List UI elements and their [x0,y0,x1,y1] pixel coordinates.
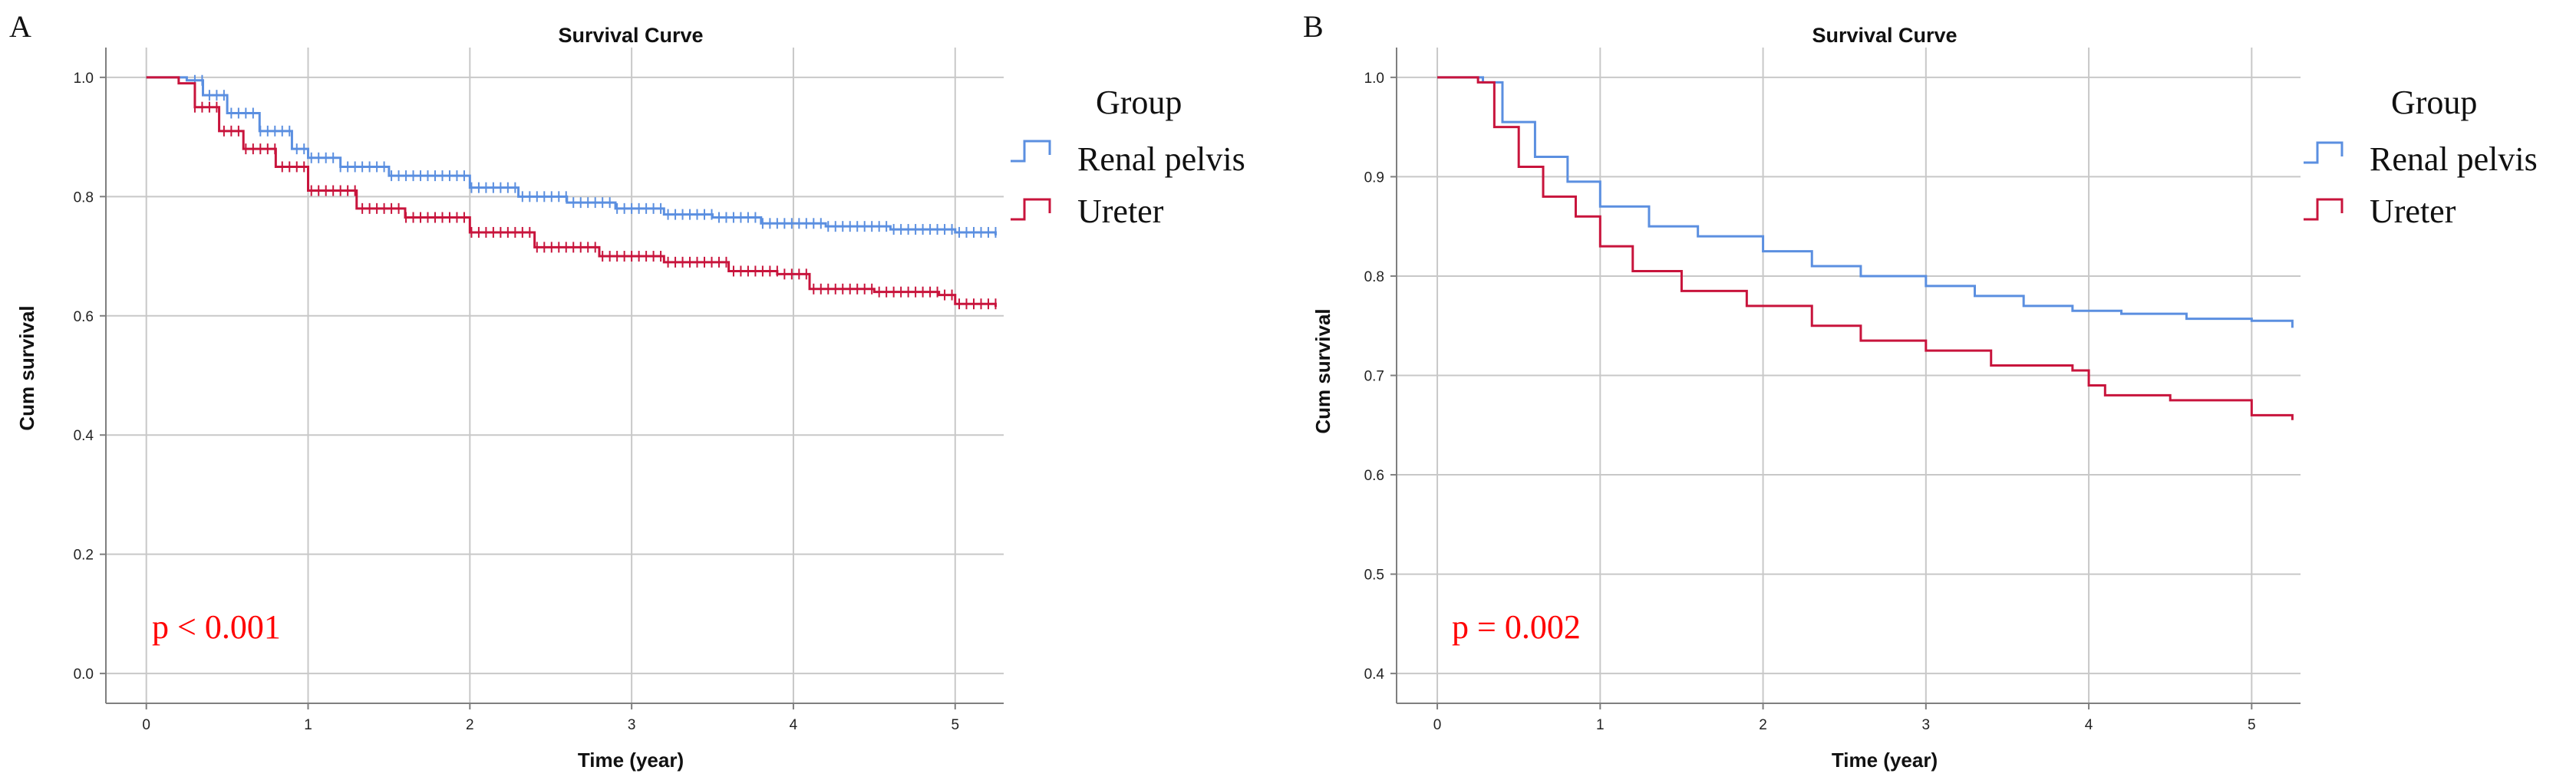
y-tick-label-b-3: 0.7 [1364,369,1384,385]
y-tick-label-b-4: 0.8 [1364,269,1384,285]
x-tick-label-b-4: 4 [2085,717,2093,733]
y-tick-label-a-3: 0.6 [74,309,94,325]
x-tick-label-a-1: 1 [304,717,312,733]
x-tick-label-a-4: 4 [790,717,798,733]
x-tick-label-b-3: 3 [1922,717,1931,733]
x-tick-label-a-0: 0 [142,717,150,733]
x-tick-label-b-1: 1 [1596,717,1605,733]
plot-area-a: 0 1 2 3 4 5 0.0 0.2 0.4 0.6 0.8 1.0 [74,48,1004,733]
y-tick-label-b-0: 0.4 [1364,666,1385,683]
legend-key-ureter-a [1011,198,1051,221]
p-value-a: p < 0.001 [152,608,281,646]
censor-marks-ureter-a [193,101,997,310]
censor-marks-renal-pelvis-a [193,74,997,238]
y-axis-title-a: Cum survival [15,305,38,430]
y-tick-label-b-1: 0.5 [1364,568,1384,584]
y-tick-label-b-6: 1.0 [1364,71,1384,87]
panel-letter-b: B [1303,9,1324,44]
series-line-ureter-b [1437,76,2294,420]
p-value-b: p = 0.002 [1452,608,1581,646]
y-axis-title-b: Cum survival [1311,308,1334,433]
plot-background-a [106,48,1004,703]
x-tick-label-a-2: 2 [466,717,474,733]
legend-title-b: Group [2391,84,2477,121]
legend-a: Group Renal pelvis Ureter [1011,84,1245,230]
chart-title-b: Survival Curve [1812,24,1957,47]
legend-label-ureter-a: Ureter [1077,193,1164,230]
legend-key-renal-pelvis-a [1011,140,1051,163]
legend-key-ureter-b [2304,198,2343,221]
legend-b: Group Renal pelvis Ureter [2304,84,2538,230]
x-tick-label-b-0: 0 [1433,717,1442,733]
y-tick-label-a-5: 1.0 [74,71,94,87]
x-tick-label-b-2: 2 [1759,717,1767,733]
x-axis-title-b: Time (year) [1832,749,1938,772]
legend-label-renal-pelvis-b: Renal pelvis [2370,140,2538,178]
legend-label-ureter-b: Ureter [2370,193,2456,230]
y-tick-label-a-0: 0.0 [74,666,94,683]
y-tick-label-b-5: 0.9 [1364,169,1384,186]
y-tick-label-a-1: 0.2 [74,548,94,564]
y-tick-label-a-4: 0.8 [74,189,94,206]
x-tick-label-a-5: 5 [951,717,959,733]
plot-area-b: 0 1 2 3 4 5 0.4 0.5 0.6 0.7 0.8 0.9 1.0 [1364,48,2301,733]
chart-title-a: Survival Curve [558,24,703,47]
panel-b: B Survival Curve 0 1 2 3 4 5 0.4 0.5 0.6 0.7 0.8 0.… [1303,9,2538,772]
panel-letter-a: A [9,9,31,44]
series-line-ureter-a [146,76,997,308]
x-tick-label-b-5: 5 [2248,717,2256,733]
x-tick-label-a-3: 3 [628,717,636,733]
y-tick-label-a-2: 0.4 [74,428,94,444]
series-line-renal-pelvis-b [1437,76,2294,328]
legend-key-renal-pelvis-b [2304,141,2343,164]
legend-label-renal-pelvis-a: Renal pelvis [1077,140,1245,178]
legend-title-a: Group [1096,84,1182,121]
x-axis-title-a: Time (year) [578,749,684,772]
y-tick-label-b-2: 0.6 [1364,468,1384,484]
panel-a: A Survival Curve 0 1 2 3 4 5 0.0 0.2 0.4 0.6 0.8 1.… [9,9,1245,772]
